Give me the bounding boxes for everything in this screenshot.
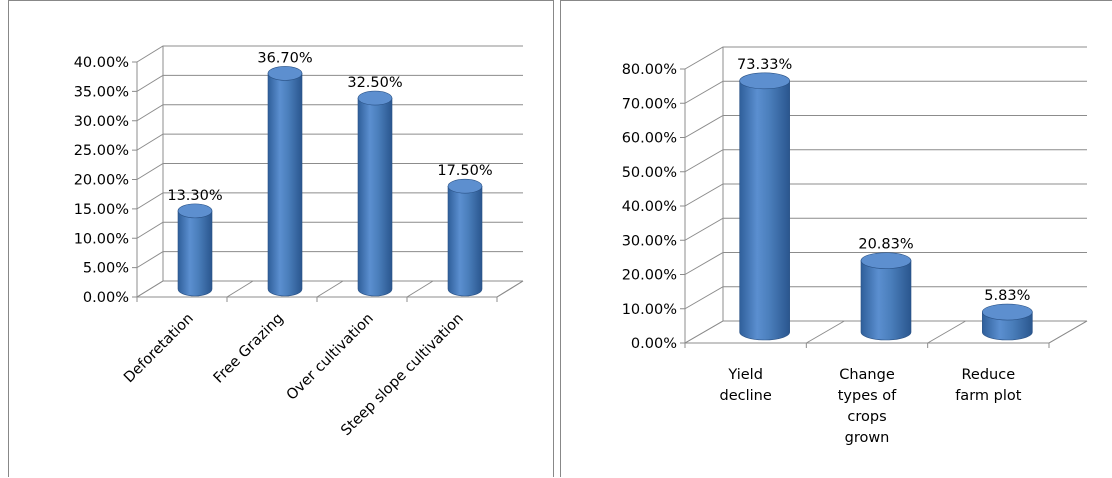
y-tick-label: 60.00% <box>622 131 677 147</box>
bar-top <box>982 303 1033 321</box>
gridline <box>136 133 523 151</box>
chart-panel-land-degradation-causes: 0.00% 5.00% 10.00% 15.00% 20.00% 25.00% 30.00%… <box>8 0 554 477</box>
x-category-label: crops <box>847 409 886 425</box>
gridline <box>684 217 1087 241</box>
bar-top <box>357 90 393 106</box>
y-tick-label: 10.00% <box>622 302 677 318</box>
bar-chart-effects: 0.00% 10.00% 20.00% 30.00% 40.00% 50.00% 60.00… <box>622 46 1088 446</box>
gridline <box>136 192 523 210</box>
bar-free-grazing <box>267 66 303 297</box>
floor-divider <box>496 280 524 298</box>
floor-divider <box>1048 320 1088 344</box>
gridline <box>136 163 523 180</box>
bar-reduce-farm-plot <box>982 303 1033 341</box>
floor-divider <box>406 280 434 298</box>
x-category-label: Free Grazing <box>211 311 287 387</box>
y-tick-label: 0.00% <box>631 336 677 352</box>
y-tick-label: 25.00% <box>74 143 129 159</box>
bar-yield-decline <box>739 72 790 341</box>
gridline <box>684 80 1087 104</box>
x-category-label: farm plot <box>955 388 1022 404</box>
x-category-label: decline <box>720 388 772 404</box>
data-label: 73.33% <box>737 57 792 73</box>
gridline <box>136 104 523 122</box>
bar-top <box>447 178 483 194</box>
data-label: 20.83% <box>858 237 913 253</box>
x-category-label: types of <box>838 388 897 404</box>
bar-top <box>177 203 213 219</box>
bar-top <box>739 72 790 90</box>
data-label: 32.50% <box>347 75 402 91</box>
y-tick-label: 5.00% <box>83 261 129 277</box>
y-tick-label: 20.00% <box>622 268 677 284</box>
floor-divider <box>226 280 254 298</box>
gridline <box>136 251 523 269</box>
bar-steep-slope-cultivation <box>447 178 483 297</box>
floor-divider <box>136 280 164 298</box>
bar-body <box>177 210 213 297</box>
data-label: 13.30% <box>167 188 222 204</box>
x-category-label: Change <box>839 367 895 383</box>
y-tick-label: 30.00% <box>74 114 129 130</box>
data-label: 5.83% <box>984 288 1030 304</box>
gridline <box>684 286 1087 310</box>
bar-body <box>267 73 303 297</box>
bar-deforetation <box>177 203 213 297</box>
data-label: 36.70% <box>257 50 312 66</box>
y-tick-label: 20.00% <box>74 173 129 189</box>
gridline <box>136 74 523 92</box>
gridline <box>684 115 1087 138</box>
gridline <box>136 221 523 239</box>
gridline <box>684 252 1087 275</box>
data-label: 17.50% <box>437 163 492 179</box>
bar-over-cultivation <box>357 90 393 297</box>
gridline <box>136 45 523 63</box>
gridline <box>684 46 1087 70</box>
y-tick-label: 70.00% <box>622 96 677 112</box>
bar-body <box>739 80 790 341</box>
y-tick-label: 10.00% <box>74 231 129 247</box>
y-tick-label: 40.00% <box>622 199 677 215</box>
bar-chart-causes: 0.00% 5.00% 10.00% 15.00% 20.00% 25.00% 30.00%… <box>74 45 524 439</box>
y-tick-label: 30.00% <box>622 233 677 249</box>
x-category-label: Yield <box>727 367 763 383</box>
x-category-label: grown <box>845 430 890 446</box>
gridline <box>684 149 1087 173</box>
y-tick-label: 15.00% <box>74 202 129 218</box>
bar-change-types-of-crops-grown <box>860 252 912 341</box>
floor-divider <box>806 320 845 344</box>
bar-body <box>357 97 393 297</box>
x-category-label: Deforetation <box>121 311 197 387</box>
y-tick-label: 0.00% <box>83 290 129 306</box>
chart-panel-degradation-effects: 0.00% 10.00% 20.00% 30.00% 40.00% 50.00% 60.00… <box>560 0 1112 477</box>
bar-top <box>860 252 912 269</box>
x-category-label: Reduce <box>962 367 1016 383</box>
bar-top <box>267 66 303 81</box>
y-tick-label: 40.00% <box>74 55 129 71</box>
bar-body <box>860 260 912 341</box>
floor-divider <box>684 320 724 344</box>
floor-divider <box>927 320 966 344</box>
x-category-label: Over cultivation <box>284 311 377 404</box>
floor-divider <box>316 280 344 298</box>
y-tick-label: 35.00% <box>74 84 129 100</box>
gridline <box>684 183 1087 207</box>
y-tick-label: 50.00% <box>622 165 677 181</box>
bar-body <box>447 185 483 297</box>
y-tick-label: 80.00% <box>622 62 677 78</box>
